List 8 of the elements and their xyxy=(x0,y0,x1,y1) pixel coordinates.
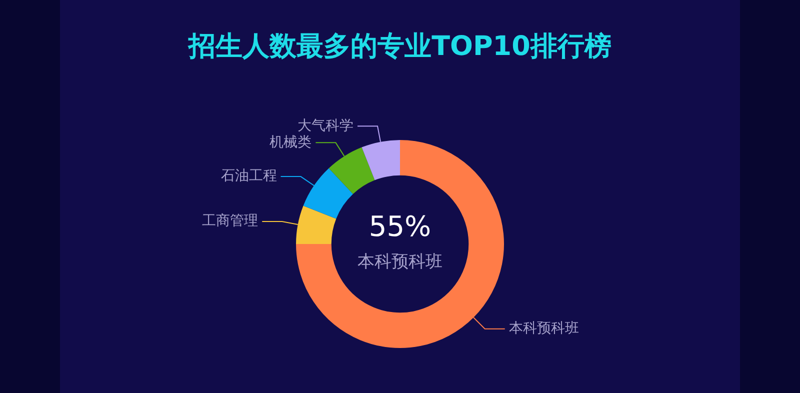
slice-label: 石油工程 xyxy=(220,168,277,184)
chart-title: 招生人数最多的专业TOP10排行榜 xyxy=(186,30,612,64)
slice-label: 本科预科班 xyxy=(508,320,579,336)
text: 55% xyxy=(368,210,432,243)
slice-label: 机械类 xyxy=(270,134,312,150)
slice-label: 工商管理 xyxy=(202,213,258,230)
slice-label: 大气科学 xyxy=(298,118,354,134)
text: 本科预科班 xyxy=(356,251,444,273)
